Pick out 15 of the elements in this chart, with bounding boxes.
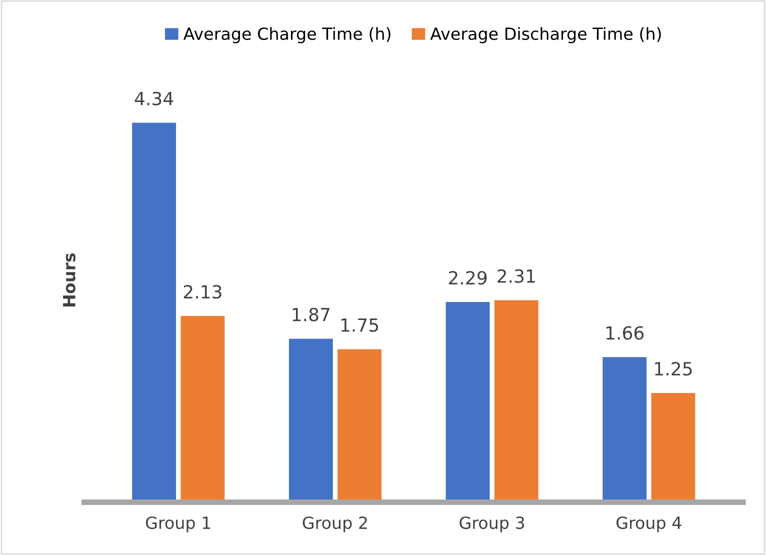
x-tick-label: Group 3 <box>460 516 524 532</box>
data-label: 1.75 <box>341 318 378 332</box>
legend-label: Average Discharge Time (h) <box>430 27 661 44</box>
x-tick-label: Group 2 <box>302 516 367 532</box>
data-label: 1.66 <box>606 326 644 340</box>
x-tick-label: Group 4 <box>616 516 682 532</box>
x-tick-label: Group 1 <box>146 516 210 532</box>
y-axis-title: Hours <box>63 253 76 306</box>
data-label: 2.29 <box>448 270 487 285</box>
data-label: 1.87 <box>292 308 330 322</box>
data-label: 2.31 <box>498 269 535 283</box>
legend-label: Average Charge Time (h) <box>183 27 390 44</box>
data-label: 4.34 <box>134 92 174 106</box>
data-label: 1.25 <box>655 362 692 376</box>
data-label: 2.13 <box>184 284 222 299</box>
